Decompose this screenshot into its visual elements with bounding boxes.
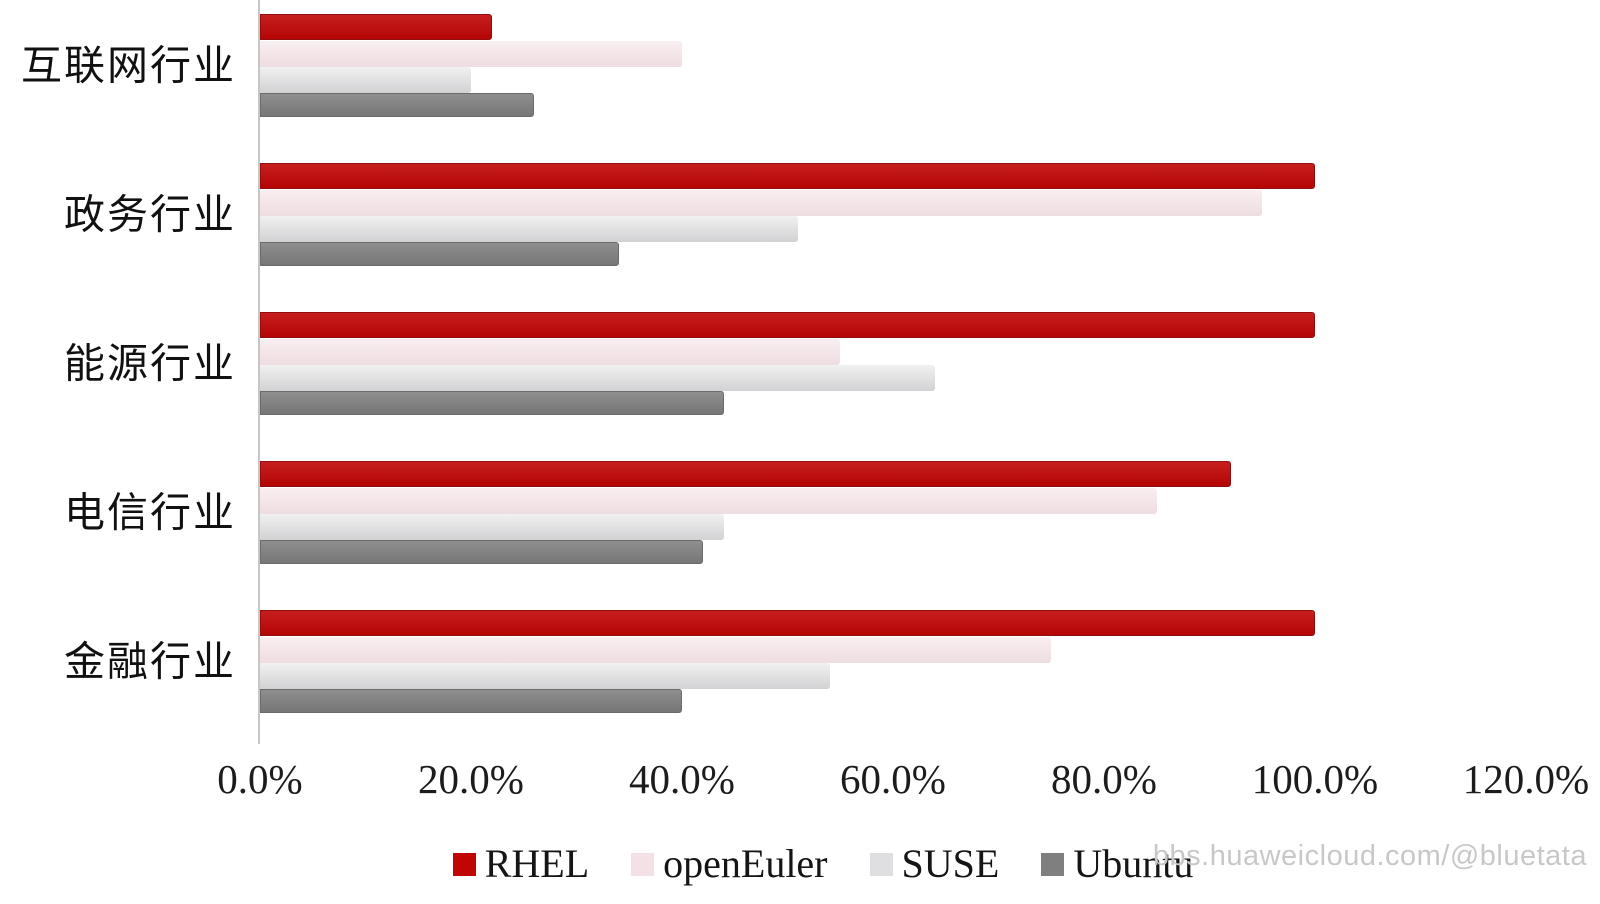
bar-suse bbox=[260, 365, 935, 391]
legend-swatch-icon bbox=[1041, 852, 1065, 876]
x-tick-label: 100.0% bbox=[1251, 756, 1379, 802]
bar-openeuler bbox=[260, 190, 1262, 216]
bar-ubuntu bbox=[260, 391, 724, 415]
bar-ubuntu bbox=[260, 242, 619, 266]
legend: RHEL openEuler SUSE Ubuntu bbox=[0, 836, 1600, 892]
legend-item-ubuntu: Ubuntu bbox=[1041, 844, 1193, 884]
legend-item-suse: SUSE bbox=[869, 841, 1000, 886]
legend-item-openeuler: openEuler bbox=[631, 841, 828, 886]
category-label: 金融行业 bbox=[64, 638, 236, 685]
bar-rhel bbox=[260, 312, 1315, 338]
bar-openeuler bbox=[260, 637, 1051, 663]
bar-ubuntu bbox=[260, 689, 682, 713]
x-tick-label: 20.0% bbox=[418, 756, 524, 802]
legend-label: openEuler bbox=[663, 841, 828, 886]
category-group: 金融行业 bbox=[0, 610, 1600, 714]
bar-openeuler bbox=[260, 41, 682, 67]
legend-swatch-icon bbox=[869, 852, 893, 876]
bar-suse bbox=[260, 216, 798, 242]
bar-rhel bbox=[260, 461, 1231, 487]
bar-suse bbox=[260, 67, 471, 93]
plot-area: 互联网行业政务行业能源行业电信行业金融行业 bbox=[0, 0, 1600, 744]
x-tick-label: 40.0% bbox=[629, 756, 735, 802]
bar-rhel bbox=[260, 163, 1315, 189]
legend-item-rhel: RHEL bbox=[452, 841, 590, 886]
category-label: 能源行业 bbox=[64, 340, 236, 387]
x-tick-label: 120.0% bbox=[1462, 756, 1590, 802]
x-tick-label: 80.0% bbox=[1051, 756, 1157, 802]
category-label: 互联网行业 bbox=[21, 42, 236, 89]
x-axis: 0.0% 20.0% 40.0% 60.0% 80.0% 100.0% 120.0% bbox=[0, 748, 1600, 810]
legend-label: Ubuntu bbox=[1073, 841, 1194, 886]
category-group: 电信行业 bbox=[0, 461, 1600, 565]
bar-rhel bbox=[260, 610, 1315, 636]
bar-openeuler bbox=[260, 339, 840, 365]
category-label: 政务行业 bbox=[64, 191, 236, 238]
category-label: 电信行业 bbox=[64, 489, 236, 536]
category-group: 政务行业 bbox=[0, 163, 1600, 267]
category-group: 互联网行业 bbox=[0, 14, 1600, 118]
bar-suse bbox=[260, 514, 724, 540]
legend-label: SUSE bbox=[901, 841, 1000, 886]
category-group: 能源行业 bbox=[0, 312, 1600, 416]
legend-swatch-icon bbox=[631, 852, 655, 876]
x-tick-label: 0.0% bbox=[217, 756, 303, 802]
bar-ubuntu bbox=[260, 93, 534, 117]
legend-swatch-icon bbox=[452, 852, 476, 876]
bar-rhel bbox=[260, 14, 492, 40]
bar-ubuntu bbox=[260, 540, 703, 564]
bar-suse bbox=[260, 663, 830, 689]
x-tick-label: 60.0% bbox=[840, 756, 946, 802]
watermark-text: bbs.huaweicloud.com/@bluetata bbox=[1152, 840, 1587, 872]
y-axis-line bbox=[258, 0, 260, 744]
legend-label: RHEL bbox=[484, 841, 590, 886]
bar-openeuler bbox=[260, 488, 1157, 514]
